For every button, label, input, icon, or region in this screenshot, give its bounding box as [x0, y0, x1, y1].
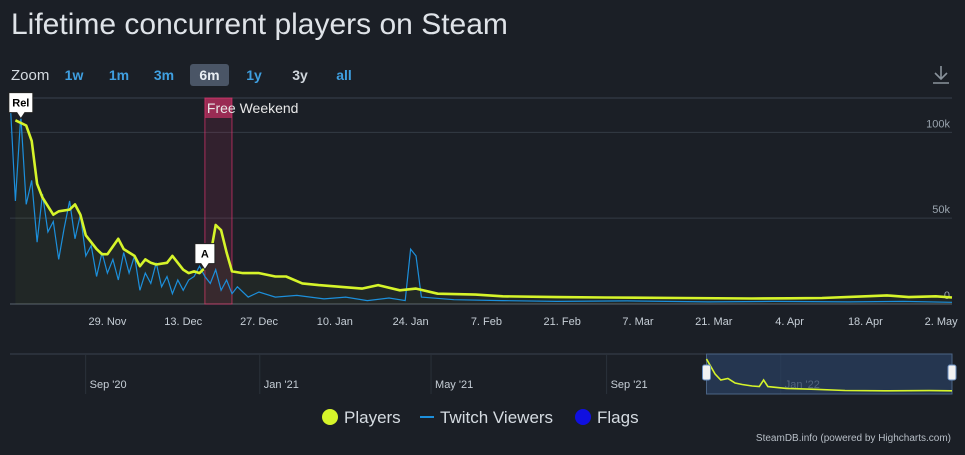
flag-shape	[8, 92, 34, 120]
chart-title: Lifetime concurrent players on Steam	[11, 8, 508, 41]
x-tick-label: 21. Mar	[695, 316, 733, 328]
download-icon[interactable]	[930, 64, 952, 86]
legend-label-twitch: Twitch Viewers	[440, 408, 554, 427]
flag-rel[interactable]: Rel	[8, 92, 34, 120]
flag-shape	[194, 243, 216, 271]
x-tick-label: 4. Apr	[775, 316, 804, 328]
players-area	[15, 120, 952, 304]
zoom-label: Zoom	[11, 67, 50, 84]
x-tick-label: 10. Jan	[317, 316, 353, 328]
x-tick-label: 7. Feb	[471, 316, 502, 328]
zoom-button-3y[interactable]: 3y	[292, 67, 308, 83]
navigator-handle-right[interactable]	[947, 364, 957, 381]
x-tick-label: 18. Apr	[848, 316, 883, 328]
x-tick-label: 7. Mar	[622, 316, 654, 328]
legend-item-flags[interactable]: Flags	[575, 408, 639, 428]
free-weekend-band	[204, 97, 233, 305]
zoom-button-all[interactable]: all	[336, 67, 352, 83]
x-tick-label: 24. Jan	[393, 316, 429, 328]
free-weekend-band-header	[204, 98, 232, 118]
flags-marker-icon	[575, 409, 591, 425]
handle-shape	[702, 364, 712, 381]
x-tick-label: 27. Dec	[240, 316, 278, 328]
players-marker-icon	[322, 409, 338, 425]
free-weekend-label: Free Weekend	[207, 100, 299, 116]
navigator-tick-label: Sep '20	[90, 379, 127, 391]
zoom-button-1m[interactable]: 1m	[108, 67, 130, 83]
flag-label: A	[201, 249, 209, 261]
navigator-selection	[706, 353, 953, 395]
navigator-line	[705, 358, 953, 392]
navigator-tick-label: Jan '21	[264, 379, 299, 391]
y-tick-label: 100k	[926, 118, 950, 130]
flag-label: Rel	[12, 98, 29, 110]
flag-a[interactable]: A	[194, 243, 216, 271]
navigator-handle-left[interactable]	[702, 364, 712, 381]
zoom-button-1y[interactable]: 1y	[246, 67, 262, 83]
x-tick-label: 2. May	[925, 316, 959, 328]
handle-shape	[947, 364, 957, 381]
credits: SteamDB.info (powered by Highcharts.com)	[755, 433, 951, 444]
navigator-tick-label: May '21	[435, 379, 473, 391]
twitch-line-icon	[420, 416, 434, 418]
x-tick-label: 21. Feb	[544, 316, 581, 328]
x-tick-label: 13. Dec	[164, 316, 202, 328]
zoom-button-6m[interactable]: 6m	[190, 64, 229, 86]
legend-label-players: Players	[344, 408, 401, 427]
x-tick-label: 29. Nov	[88, 316, 126, 328]
legend-label-flags: Flags	[597, 408, 639, 427]
zoom-button-1w[interactable]: 1w	[64, 67, 84, 83]
zoom-button-3m[interactable]: 3m	[153, 67, 175, 83]
navigator-tick-label: Sep '21	[611, 379, 648, 391]
legend-item-twitch[interactable]: Twitch Viewers	[420, 408, 553, 428]
legend-item-players[interactable]: Players	[322, 408, 401, 428]
y-tick-label: 50k	[932, 204, 950, 216]
twitch-viewers-line	[9, 97, 953, 303]
